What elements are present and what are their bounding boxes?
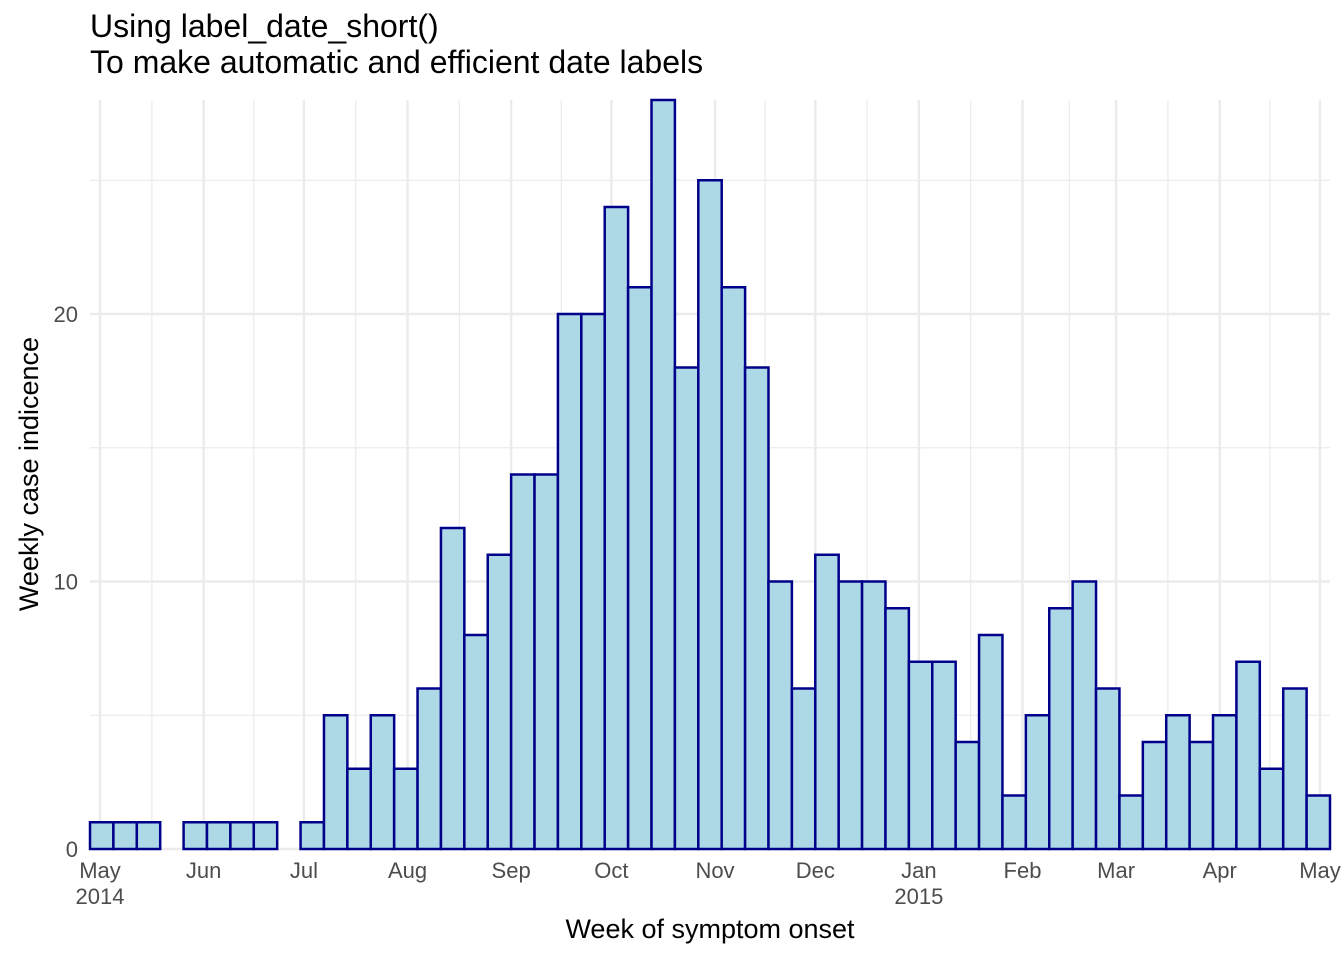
histogram-bar [1001, 794, 1028, 851]
histogram-bar [1071, 580, 1098, 851]
y-axis-ticks: 0 10 20 [54, 302, 78, 862]
x-tick-label: Aug [388, 858, 427, 883]
x-tick-label: Sep [492, 858, 531, 883]
x-tick-label: Nov [695, 858, 734, 883]
histogram-bar [1188, 740, 1215, 851]
histogram-bar [346, 767, 373, 851]
y-axis-title: Weekly case indicence [14, 337, 44, 611]
histogram-bar [1141, 740, 1168, 851]
x-axis-title: Week of symptom onset [565, 914, 855, 944]
histogram-bar [1047, 607, 1074, 851]
x-tick-sublabel: 2014 [76, 884, 125, 909]
x-tick-label: Feb [1004, 858, 1042, 883]
histogram-bar [135, 821, 162, 851]
histogram-bar [697, 179, 723, 851]
histogram-bar [1235, 660, 1262, 851]
histogram-bar [439, 526, 466, 851]
histogram-bar [252, 821, 279, 851]
bars [88, 98, 1332, 851]
histogram-bar [1164, 714, 1191, 851]
histogram-bar [299, 821, 326, 851]
histogram-bar [931, 660, 957, 851]
x-tick-label: Oct [594, 858, 628, 883]
x-tick-label: Jun [186, 858, 221, 883]
chart-title-block: Using label_date_short() To make automat… [90, 8, 703, 80]
histogram-bar [112, 821, 139, 851]
histogram-bar [556, 312, 583, 851]
x-tick-sublabel: 2015 [894, 884, 943, 909]
histogram-bar [650, 98, 677, 851]
histogram-bar [790, 687, 817, 851]
x-tick-label: May [1299, 858, 1341, 883]
histogram-bar [673, 366, 700, 851]
histogram-bar [743, 366, 770, 851]
histogram-bar [1094, 687, 1121, 851]
histogram-bar [533, 473, 560, 851]
x-tick-label: Jul [290, 858, 318, 883]
x-tick-label: May [79, 858, 121, 883]
histogram-bar [229, 821, 256, 851]
histogram-bar [837, 580, 864, 851]
histogram-bar [860, 580, 887, 851]
y-tick-label: 0 [66, 837, 78, 862]
histogram-bar [1281, 687, 1308, 851]
histogram-bar [205, 821, 232, 851]
chart-subtitle: To make automatic and efficient date lab… [90, 44, 704, 80]
histogram-bar [977, 633, 1004, 851]
x-tick-label: Dec [796, 858, 835, 883]
histogram-bar [486, 553, 513, 851]
histogram-bar [814, 553, 840, 851]
histogram-bar [954, 740, 981, 851]
y-tick-label: 20 [54, 302, 78, 327]
histogram-bar [182, 821, 209, 851]
x-tick-label: Mar [1097, 858, 1135, 883]
histogram-bar [509, 473, 536, 851]
histogram-bar [767, 580, 794, 851]
x-tick-label: Jan [901, 858, 936, 883]
chart-title: Using label_date_short() [90, 8, 439, 44]
histogram-bar [580, 312, 606, 851]
histogram-bar [1305, 794, 1332, 851]
histogram-bar [88, 821, 115, 851]
histogram-bar [463, 633, 489, 851]
histogram-bar [369, 714, 396, 851]
histogram-bar [884, 607, 911, 851]
histogram-bar [1024, 714, 1051, 851]
histogram-bar [1258, 767, 1285, 851]
histogram-bar [907, 660, 934, 851]
x-tick-label: Apr [1203, 858, 1237, 883]
y-tick-label: 10 [54, 570, 78, 595]
histogram-bar [392, 767, 419, 851]
histogram-bar [1118, 794, 1145, 851]
histogram-bar [603, 205, 630, 851]
histogram-bar [626, 286, 653, 851]
histogram-bar [1211, 714, 1238, 851]
histogram-bar [322, 714, 349, 851]
histogram-bar [416, 687, 443, 851]
histogram-bar [720, 286, 747, 851]
